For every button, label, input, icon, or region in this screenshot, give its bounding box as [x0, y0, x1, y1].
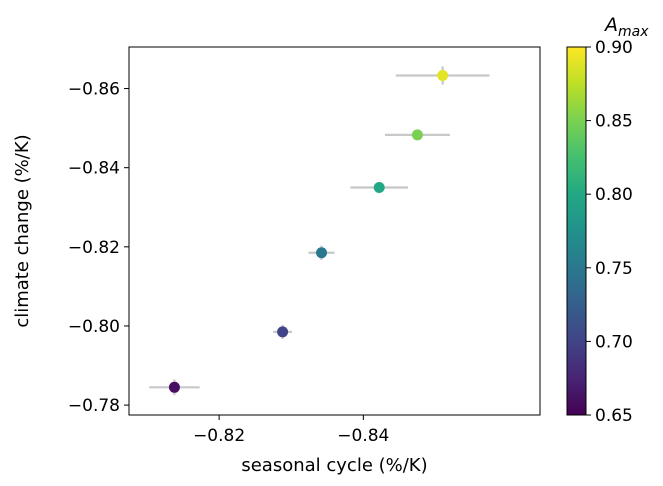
y-tick-label: −0.78	[68, 396, 120, 416]
y-tick-label: −0.84	[68, 159, 120, 179]
colorbar-title-base: A	[603, 14, 618, 36]
y-axis-label: climate change (%/K)	[12, 134, 33, 327]
axes-frame	[128, 46, 541, 416]
x-axis-label: seasonal cycle (%/K)	[241, 455, 427, 476]
x-tick-label: −0.82	[193, 426, 245, 446]
colorbar-tick-label: 0.90	[595, 38, 633, 58]
plot-area: −0.82 −0.84 −0.78 −0.80 −0.82 −0.84 −0.86	[68, 46, 541, 446]
data-point-5	[411, 129, 423, 141]
y-tick-label: −0.80	[68, 317, 120, 337]
colorbar-tick-label: 0.85	[595, 112, 633, 132]
data-point-2	[277, 326, 289, 338]
y-tick-label: −0.86	[68, 80, 120, 100]
colorbar-title: Amax	[603, 14, 649, 40]
data-point-6	[437, 69, 449, 81]
colorbar: 0.65 0.70 0.75 0.80 0.85 0.90	[566, 38, 633, 426]
colorbar-tick-label: 0.80	[595, 185, 633, 205]
colorbar-tick-label: 0.75	[595, 259, 633, 279]
colorbar-tick-label: 0.65	[595, 406, 633, 426]
colorbar-tick-label: 0.70	[595, 332, 633, 352]
data-point-4	[373, 181, 385, 193]
data-point-3	[316, 247, 328, 259]
x-tick-label: −0.84	[337, 426, 389, 446]
data-point-1	[168, 381, 180, 393]
y-tick-label: −0.82	[68, 238, 120, 258]
colorbar-title-subscript: max	[618, 24, 649, 40]
colorbar-gradient	[566, 46, 587, 416]
